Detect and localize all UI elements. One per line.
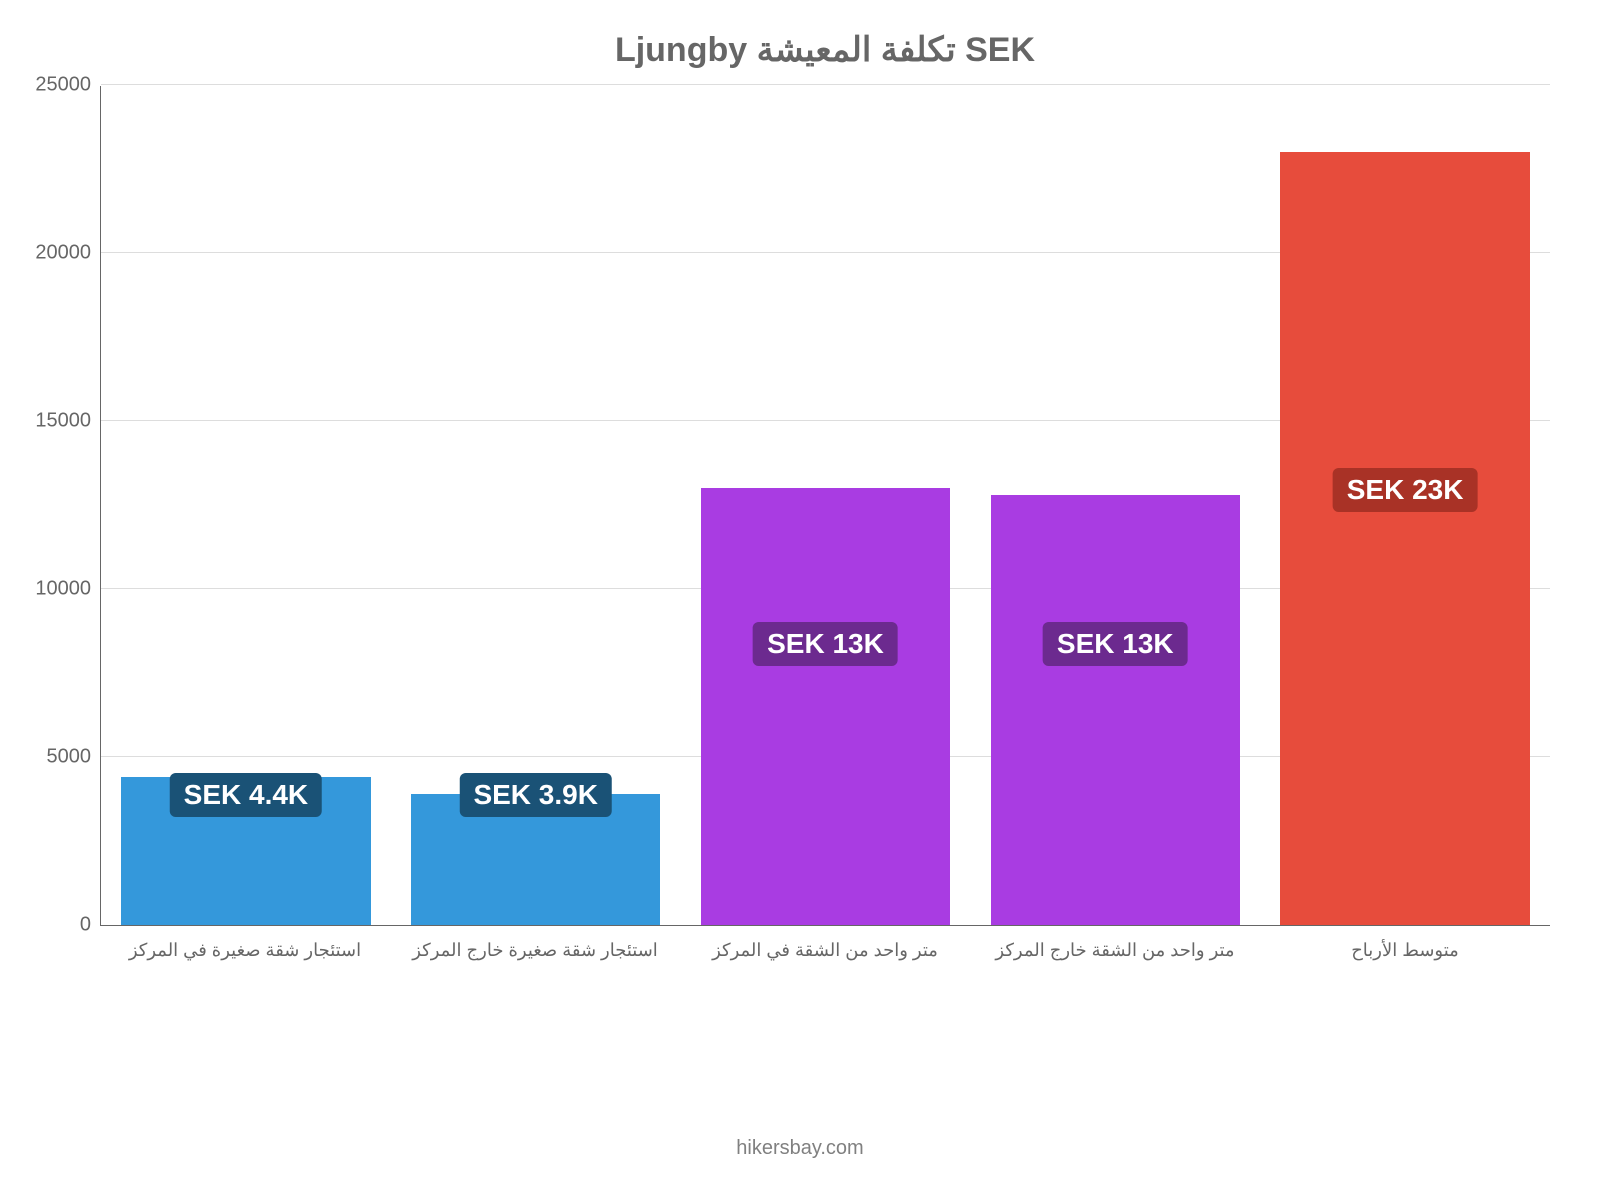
y-tick-label: 5000: [21, 746, 91, 769]
bar-value-label: SEK 13K: [753, 622, 898, 666]
x-tick-label: متوسط الأرباح: [1260, 940, 1550, 961]
x-axis-labels: استئجار شقة صغيرة في المركزاستئجار شقة ص…: [100, 940, 1550, 961]
bar-value-label: SEK 13K: [1043, 622, 1188, 666]
chart-title: Ljungby تكلفة المعيشة SEK: [100, 30, 1550, 70]
footer-credit: hikersbay.com: [0, 1137, 1600, 1160]
y-tick-label: 0: [21, 914, 91, 937]
bar: SEK 23K: [1280, 152, 1529, 925]
y-tick-label: 10000: [21, 578, 91, 601]
bar-value-label: SEK 23K: [1333, 468, 1478, 512]
bars-group: SEK 4.4K SEK 3.9K SEK 13K SEK 13K SEK 23K: [101, 86, 1550, 925]
bar: SEK 13K: [701, 488, 950, 925]
bar-slot: SEK 4.4K: [101, 86, 391, 925]
bar-slot: SEK 13K: [681, 86, 971, 925]
plot-area: 0500010000150002000025000 SEK 4.4KSEK 3.…: [100, 86, 1550, 926]
bar: SEK 13K: [991, 495, 1240, 925]
y-tick-label: 25000: [21, 74, 91, 97]
bar-value-label: SEK 3.9K: [459, 773, 612, 817]
bar-slot: SEK 23K: [1260, 86, 1550, 925]
y-tick-label: 20000: [21, 242, 91, 265]
bar-value-label: SEK 4.4K: [170, 773, 323, 817]
x-tick-label: متر واحد من الشقة في المركز: [680, 940, 970, 961]
bar-slot: SEK 3.9K: [391, 86, 681, 925]
x-tick-label: متر واحد من الشقة خارج المركز: [970, 940, 1260, 961]
y-tick-label: 15000: [21, 410, 91, 433]
chart-container: Ljungby تكلفة المعيشة SEK 05000100001500…: [0, 0, 1600, 1200]
x-tick-label: استئجار شقة صغيرة خارج المركز: [390, 940, 680, 961]
bar-slot: SEK 13K: [970, 86, 1260, 925]
grid-line: [101, 84, 1550, 85]
x-tick-label: استئجار شقة صغيرة في المركز: [100, 940, 390, 961]
bar: SEK 4.4K: [121, 777, 370, 925]
bar: SEK 3.9K: [411, 794, 660, 925]
